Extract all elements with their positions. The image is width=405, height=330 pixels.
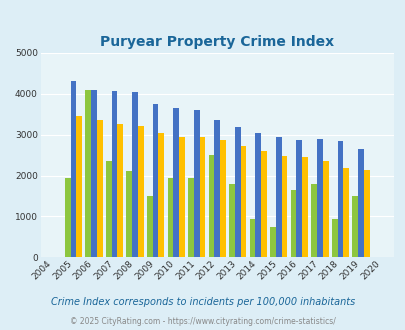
Bar xyxy=(138,126,143,257)
Bar xyxy=(357,149,363,257)
Bar xyxy=(220,140,225,257)
Bar xyxy=(193,110,199,257)
Bar xyxy=(269,227,275,257)
Bar xyxy=(199,137,205,257)
Text: Crime Index corresponds to incidents per 100,000 inhabitants: Crime Index corresponds to incidents per… xyxy=(51,297,354,307)
Bar xyxy=(234,127,240,257)
Bar xyxy=(152,104,158,257)
Legend: Puryear, Tennessee, National: Puryear, Tennessee, National xyxy=(86,328,347,330)
Bar xyxy=(132,92,138,257)
Bar xyxy=(281,156,287,257)
Bar xyxy=(296,140,301,257)
Bar xyxy=(240,146,246,257)
Bar xyxy=(147,196,152,257)
Bar xyxy=(111,91,117,257)
Bar xyxy=(117,124,123,257)
Bar xyxy=(260,151,266,257)
Bar xyxy=(65,178,70,257)
Bar xyxy=(275,137,281,257)
Bar xyxy=(352,196,357,257)
Bar xyxy=(70,82,76,257)
Bar xyxy=(301,157,307,257)
Bar xyxy=(173,108,179,257)
Bar xyxy=(363,170,369,257)
Bar xyxy=(249,218,255,257)
Bar xyxy=(179,137,184,257)
Title: Puryear Property Crime Index: Puryear Property Crime Index xyxy=(100,35,333,49)
Bar xyxy=(290,190,296,257)
Bar xyxy=(255,133,260,257)
Bar xyxy=(331,218,337,257)
Bar xyxy=(106,161,111,257)
Bar xyxy=(91,90,97,257)
Bar xyxy=(97,120,102,257)
Bar xyxy=(337,141,343,257)
Bar xyxy=(228,184,234,257)
Bar xyxy=(85,90,91,257)
Bar xyxy=(76,116,82,257)
Bar xyxy=(126,172,132,257)
Bar xyxy=(188,178,193,257)
Bar xyxy=(311,184,316,257)
Bar xyxy=(167,178,173,257)
Bar xyxy=(214,120,220,257)
Bar xyxy=(158,133,164,257)
Bar xyxy=(208,155,214,257)
Bar xyxy=(316,139,322,257)
Bar xyxy=(322,161,328,257)
Bar xyxy=(343,168,348,257)
Text: © 2025 CityRating.com - https://www.cityrating.com/crime-statistics/: © 2025 CityRating.com - https://www.city… xyxy=(70,317,335,326)
